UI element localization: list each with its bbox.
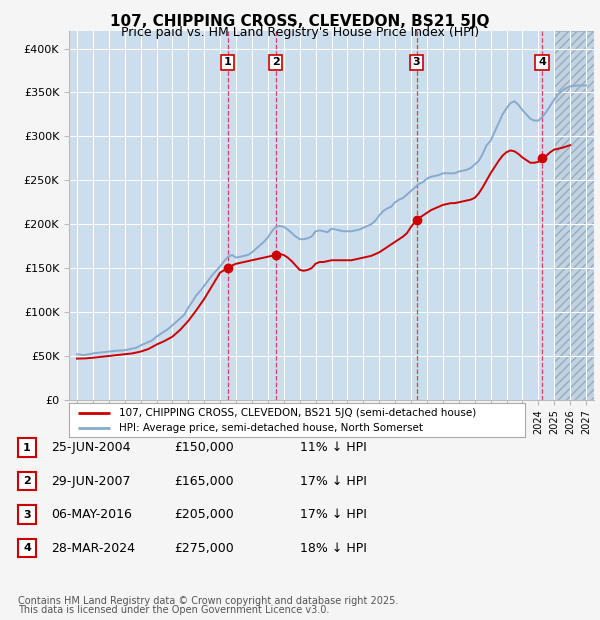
Text: 17% ↓ HPI: 17% ↓ HPI	[300, 508, 367, 521]
Text: 4: 4	[23, 543, 31, 553]
Text: 4: 4	[538, 58, 546, 68]
Text: 11% ↓ HPI: 11% ↓ HPI	[300, 441, 367, 454]
Text: £275,000: £275,000	[174, 542, 234, 554]
Text: 2: 2	[23, 476, 31, 486]
Text: 107, CHIPPING CROSS, CLEVEDON, BS21 5JQ (semi-detached house): 107, CHIPPING CROSS, CLEVEDON, BS21 5JQ …	[119, 407, 476, 417]
Text: 1: 1	[23, 443, 31, 453]
Text: 06-MAY-2016: 06-MAY-2016	[51, 508, 132, 521]
Text: 2: 2	[272, 58, 280, 68]
Bar	[554, 31, 594, 400]
Text: This data is licensed under the Open Government Licence v3.0.: This data is licensed under the Open Gov…	[18, 605, 329, 615]
Text: £165,000: £165,000	[174, 475, 233, 487]
Text: 28-MAR-2024: 28-MAR-2024	[51, 542, 135, 554]
Text: £150,000: £150,000	[174, 441, 234, 454]
Bar	[554, 31, 594, 400]
Text: 107, CHIPPING CROSS, CLEVEDON, BS21 5JQ: 107, CHIPPING CROSS, CLEVEDON, BS21 5JQ	[110, 14, 490, 29]
Text: 29-JUN-2007: 29-JUN-2007	[51, 475, 131, 487]
Text: 17% ↓ HPI: 17% ↓ HPI	[300, 475, 367, 487]
Text: Contains HM Land Registry data © Crown copyright and database right 2025.: Contains HM Land Registry data © Crown c…	[18, 596, 398, 606]
Text: HPI: Average price, semi-detached house, North Somerset: HPI: Average price, semi-detached house,…	[119, 423, 423, 433]
Text: £205,000: £205,000	[174, 508, 234, 521]
Text: Price paid vs. HM Land Registry's House Price Index (HPI): Price paid vs. HM Land Registry's House …	[121, 26, 479, 39]
Text: 18% ↓ HPI: 18% ↓ HPI	[300, 542, 367, 554]
Text: 3: 3	[23, 510, 31, 520]
Text: 25-JUN-2004: 25-JUN-2004	[51, 441, 131, 454]
Text: 3: 3	[413, 58, 421, 68]
Text: 1: 1	[224, 58, 232, 68]
